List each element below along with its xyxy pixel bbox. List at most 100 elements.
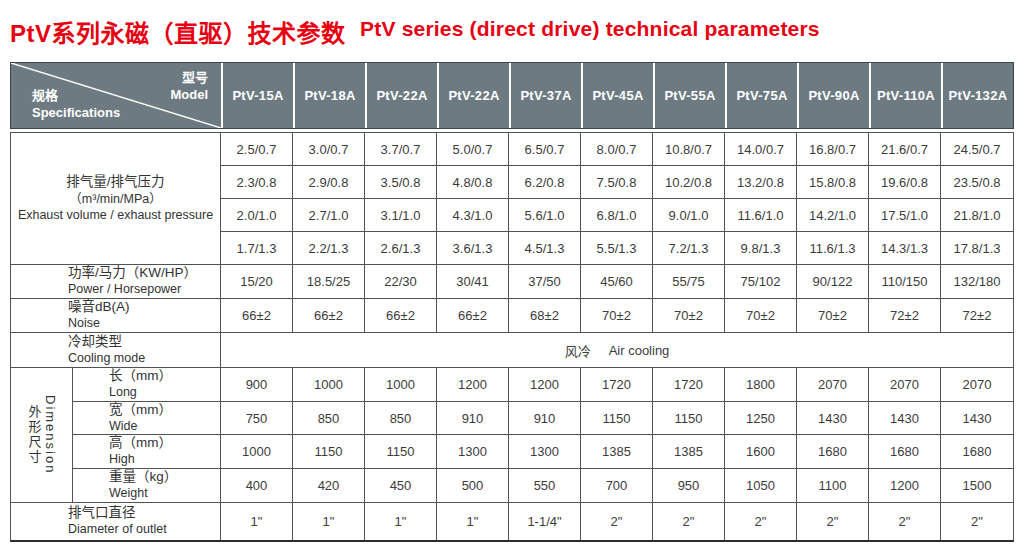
model-header-cell: PtV-110A (869, 63, 941, 128)
value-cell: 400 (221, 469, 293, 503)
value-cell: 750 (221, 402, 293, 435)
value-cell: 72±2 (941, 299, 1013, 333)
value-cell: 1500 (941, 469, 1013, 503)
value-cell: 5.5/1.3 (581, 232, 653, 265)
value-cell: 3.5/0.8 (365, 166, 437, 199)
value-cell: 1" (293, 503, 365, 540)
noise-label: 噪音dB(A)Noise (11, 299, 221, 333)
model-header-cell: PtV-45A (581, 63, 653, 128)
value-cell: 15.8/0.8 (797, 166, 869, 199)
value-cell: 1-1/4" (509, 503, 581, 540)
value-cell: 1" (221, 503, 293, 540)
value-cell: 66±2 (365, 299, 437, 333)
value-cell: 18.5/25 (293, 265, 365, 299)
model-header-cell: PtV-75A (725, 63, 797, 128)
dimension-group-label: 外形尺寸Dimension (11, 368, 73, 503)
value-cell: 2" (941, 503, 1013, 540)
value-cell: 1680 (941, 435, 1013, 469)
value-cell: 1300 (509, 435, 581, 469)
value-cell: 550 (509, 469, 581, 503)
model-header-cell: PtV-55A (653, 63, 725, 128)
model-header-cell: PtV-90A (797, 63, 869, 128)
value-cell: 1000 (365, 368, 437, 402)
cooling-label-en: Cooling mode (68, 351, 145, 367)
corner-model-zh: 型号 (170, 70, 208, 87)
value-cell: 2.3/0.8 (221, 166, 293, 199)
value-cell: 700 (581, 469, 653, 503)
value-cell: 1" (437, 503, 509, 540)
value-cell: 66±2 (293, 299, 365, 333)
value-cell: 950 (653, 469, 725, 503)
corner-model-en: Model (170, 87, 208, 104)
outlet-label: 排气口直径Diameter of outlet (11, 503, 221, 540)
value-cell: 70±2 (653, 299, 725, 333)
value-cell: 1720 (581, 368, 653, 402)
value-cell: 1150 (293, 435, 365, 469)
value-cell: 110/150 (869, 265, 941, 299)
value-cell: 1150 (365, 435, 437, 469)
value-cell: 70±2 (581, 299, 653, 333)
value-cell: 11.6/1.3 (797, 232, 869, 265)
value-cell: 9.0/1.0 (653, 199, 725, 232)
value-cell: 68±2 (509, 299, 581, 333)
outlet-label-zh: 排气口直径 (68, 505, 136, 522)
page: { "title": { "zh": "PtV系列永磁（直驱）技术参数", "e… (0, 0, 1024, 553)
value-cell: 2.9/0.8 (293, 166, 365, 199)
value-cell: 13.2/0.8 (725, 166, 797, 199)
cooling-value-en: Air cooling (609, 343, 670, 358)
value-cell: 2" (797, 503, 869, 540)
value-cell: 14.0/0.7 (725, 133, 797, 166)
value-cell: 16.8/0.7 (797, 133, 869, 166)
model-header-cell: PtV-22A (365, 63, 437, 128)
value-cell: 66±2 (437, 299, 509, 333)
outlet-label-en: Diameter of outlet (68, 522, 167, 538)
value-cell: 1680 (797, 435, 869, 469)
value-cell: 1050 (725, 469, 797, 503)
value-cell: 2" (725, 503, 797, 540)
value-cell: 4.8/0.8 (437, 166, 509, 199)
power-label: 功率/马力（KW/HP）Power / Horsepower (11, 265, 221, 299)
exhaust-label: 排气量/排气压力（m³/min/MPa）Exhaust volume / exh… (11, 133, 221, 265)
value-cell: 1385 (653, 435, 725, 469)
corner-spec-en: Specifications (32, 105, 120, 122)
value-cell: 10.2/0.8 (653, 166, 725, 199)
value-cell: 850 (365, 402, 437, 435)
value-cell: 1150 (653, 402, 725, 435)
value-cell: 1150 (581, 402, 653, 435)
value-cell: 2.7/1.0 (293, 199, 365, 232)
value-cell: 7.2/1.3 (653, 232, 725, 265)
value-cell: 1430 (941, 402, 1013, 435)
value-cell: 420 (293, 469, 365, 503)
value-cell: 24.5/0.7 (941, 133, 1013, 166)
noise-label-en: Noise (68, 316, 100, 332)
corner-model-label: 型号 Model (170, 70, 208, 104)
dimension-row-label: 长（mm）Long (73, 368, 221, 402)
dimension-group-en: Dimension (43, 395, 57, 474)
dimension-label-zh: 长（mm） (109, 368, 172, 385)
dimension-row-label: 宽（mm）Wide (73, 402, 221, 435)
model-header-cell: PtV-22A (437, 63, 509, 128)
value-cell: 2" (581, 503, 653, 540)
value-cell: 21.6/0.7 (869, 133, 941, 166)
value-cell: 2070 (941, 368, 1013, 402)
value-cell: 11.6/1.0 (725, 199, 797, 232)
value-cell: 19.6/0.8 (869, 166, 941, 199)
value-cell: 45/60 (581, 265, 653, 299)
header-row: 型号 Model 规格 Specifications PtV-15APtV-18… (10, 62, 1014, 129)
dimension-label-zh: 宽（mm） (109, 402, 172, 419)
power-label-en: Power / Horsepower (68, 282, 181, 298)
value-cell: 1" (365, 503, 437, 540)
dimension-label-zh: 高（mm） (109, 435, 172, 452)
value-cell: 1000 (293, 368, 365, 402)
value-cell: 3.0/0.7 (293, 133, 365, 166)
value-cell: 17.5/1.0 (869, 199, 941, 232)
value-cell: 2070 (869, 368, 941, 402)
exhaust-label-unit: （m³/min/MPa） (69, 191, 161, 207)
value-cell: 1680 (869, 435, 941, 469)
value-cell: 1430 (869, 402, 941, 435)
value-cell: 55/75 (653, 265, 725, 299)
value-cell: 30/41 (437, 265, 509, 299)
value-cell: 1800 (725, 368, 797, 402)
value-cell: 75/102 (725, 265, 797, 299)
corner-spec-label: 规格 Specifications (32, 88, 120, 122)
